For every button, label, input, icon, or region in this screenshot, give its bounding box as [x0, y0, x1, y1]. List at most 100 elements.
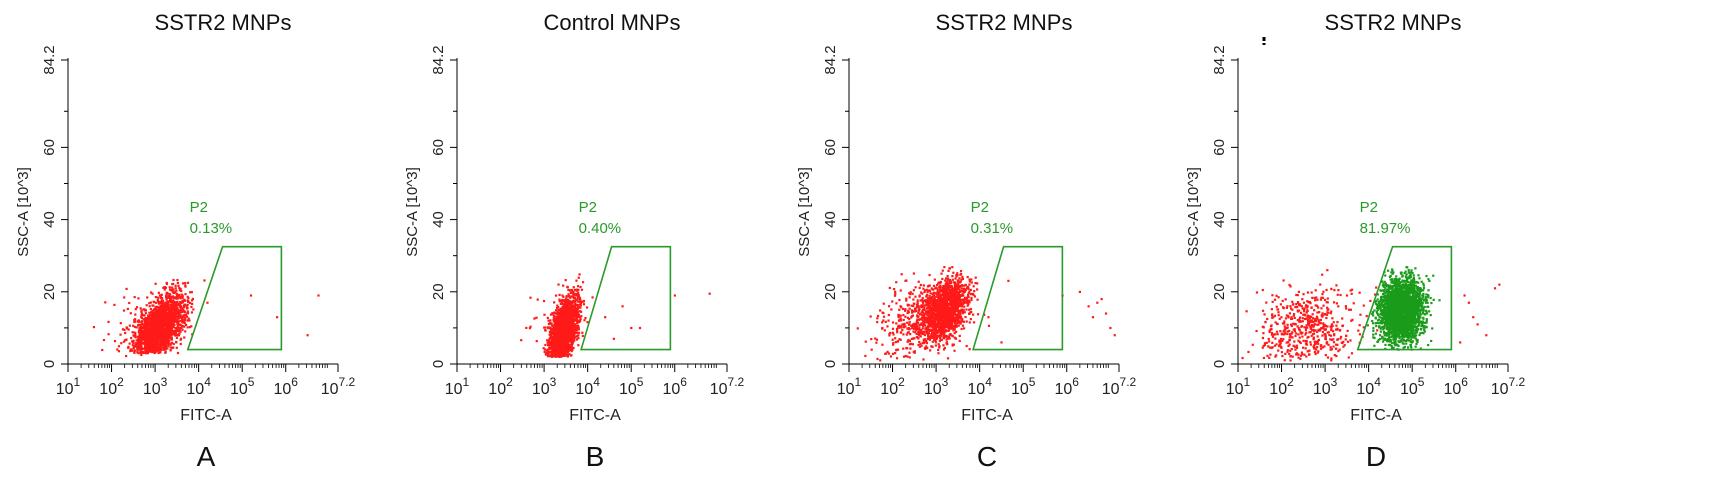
- event-dot: [560, 346, 564, 349]
- event-dot: [565, 322, 568, 325]
- event-dot: [559, 352, 563, 356]
- event-dot: [559, 351, 562, 355]
- event-dot: [132, 324, 135, 327]
- event-dot: [563, 321, 566, 324]
- event-dot: [578, 303, 581, 306]
- event-dot: [153, 331, 156, 334]
- event-dot: [141, 336, 145, 339]
- event-dot: [147, 319, 151, 322]
- event-dot: [161, 308, 164, 311]
- event-dot: [167, 341, 170, 344]
- event-dot: [156, 328, 159, 332]
- event-dot: [141, 341, 144, 344]
- event-dot: [937, 302, 940, 305]
- event-dot: [552, 316, 555, 319]
- event-dot: [556, 337, 559, 341]
- event-dot: [947, 284, 950, 287]
- event-dot: [918, 323, 921, 326]
- event-dot: [172, 315, 175, 318]
- event-dot: [169, 313, 173, 317]
- event-dot: [160, 308, 163, 312]
- event-dot: [182, 310, 185, 313]
- event-dot: [943, 266, 946, 269]
- event-dot: [177, 333, 180, 337]
- event-dot: [950, 287, 954, 290]
- event-dot: [553, 301, 556, 304]
- event-dot: [165, 298, 168, 301]
- event-dot: [153, 348, 156, 351]
- event-dot: [134, 344, 137, 347]
- event-dot: [122, 309, 126, 312]
- event-dot: [142, 347, 145, 350]
- event-dot: [571, 329, 575, 332]
- event-dot: [585, 306, 589, 309]
- event-dot: [191, 302, 194, 305]
- event-dot: [556, 323, 559, 326]
- event-dot: [178, 323, 182, 326]
- event-dot: [165, 316, 168, 319]
- event-dot: [573, 307, 577, 311]
- event-dot: [140, 310, 143, 313]
- event-dot: [169, 318, 172, 321]
- event-dot: [544, 343, 547, 347]
- event-dot: [172, 319, 175, 322]
- event-dot: [153, 325, 156, 328]
- event-dot: [160, 340, 163, 343]
- event-dot: [140, 344, 143, 347]
- event-dot: [163, 302, 166, 305]
- event-dot: [556, 304, 559, 307]
- event-dot: [934, 326, 937, 330]
- event-dot: [146, 296, 149, 299]
- event-dot: [945, 299, 949, 302]
- x-tick-label: 102: [488, 375, 513, 398]
- event-dot: [567, 303, 570, 306]
- x-tick-label: 105: [1011, 375, 1036, 398]
- event-dot: [972, 285, 975, 288]
- event-dot: [154, 349, 157, 352]
- event-dot: [546, 355, 550, 358]
- event-dot: [143, 331, 147, 334]
- event-dot: [960, 278, 963, 281]
- event-dot: [938, 294, 941, 297]
- event-dot: [149, 308, 152, 311]
- event-dot: [568, 329, 572, 332]
- event-dot: [574, 324, 577, 327]
- event-dot: [173, 303, 177, 306]
- event-dot: [122, 340, 126, 343]
- event-dot: [562, 330, 565, 333]
- y-tick-label: 0: [430, 360, 447, 368]
- event-dot: [569, 321, 572, 325]
- event-dot: [145, 350, 149, 353]
- event-dot: [567, 328, 570, 331]
- event-dot: [160, 330, 163, 334]
- event-dot: [190, 325, 193, 328]
- event-dot: [957, 280, 960, 284]
- event-dot: [931, 335, 935, 338]
- event-dot: [570, 350, 573, 353]
- event-dot: [955, 291, 959, 294]
- event-dot: [583, 319, 586, 322]
- event-dot: [969, 307, 972, 311]
- event-dot: [554, 337, 557, 340]
- event-dot: [157, 334, 161, 337]
- event-dot: [560, 300, 564, 303]
- event-dot: [932, 299, 935, 302]
- event-dot: [142, 326, 145, 330]
- event-dot: [133, 349, 137, 352]
- event-dot: [136, 351, 139, 354]
- event-dot: [149, 348, 152, 352]
- event-dot: [156, 300, 160, 303]
- event-dot: [963, 311, 966, 314]
- event-dot: [167, 294, 171, 298]
- event-dot: [536, 298, 539, 301]
- event-dot: [184, 323, 188, 327]
- event-dot: [169, 343, 172, 346]
- event-dot: [566, 347, 569, 350]
- event-dot: [951, 304, 954, 307]
- event-dot: [976, 288, 979, 291]
- event-dot: [961, 275, 964, 278]
- event-dot: [572, 323, 576, 326]
- event-dot: [152, 333, 155, 337]
- event-dot: [180, 289, 183, 293]
- event-dot: [160, 297, 164, 300]
